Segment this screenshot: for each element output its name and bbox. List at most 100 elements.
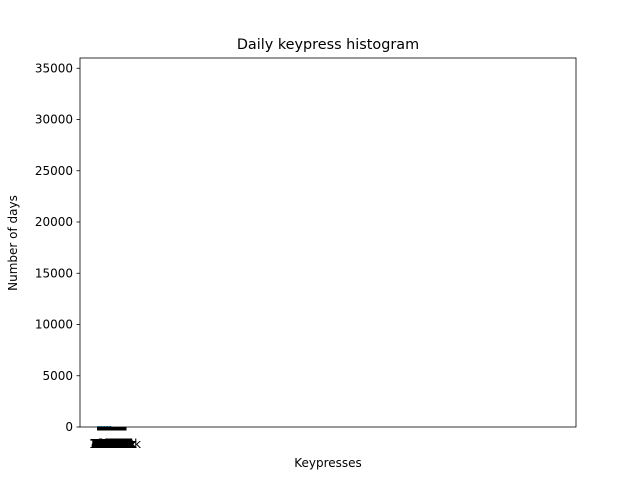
x-tick-label: 17k (91, 437, 113, 451)
x-tick-label: 7k (92, 437, 107, 451)
x-tick-label: 95k (114, 437, 136, 451)
x-tick-label: 30k (95, 437, 117, 451)
x-tick-label: 55k (102, 437, 124, 451)
x-tick-label: 9k (92, 437, 107, 451)
x-tick-label: 39k (97, 437, 119, 451)
x-tick-label: 50k (101, 437, 123, 451)
x-tick-label: 75k (108, 437, 130, 451)
x-tick-label: 14k (90, 437, 112, 451)
x-tick-label: 34k (96, 437, 118, 451)
x-tick-label: 23k (93, 437, 115, 451)
x-tick-label: 97k (114, 437, 136, 451)
x-tick-label: 99k (115, 437, 137, 451)
x-tick-label: 3k (91, 437, 106, 451)
x-tick-label: 5k (91, 437, 106, 451)
x-tick-label: 91k (112, 437, 134, 451)
x-tick-label: 90k (112, 437, 134, 451)
x-tick-label: 18k (91, 437, 113, 451)
x-tick-label: 46k (99, 437, 121, 451)
x-tick-label: 56k (102, 437, 124, 451)
y-axis-label: Number of days (6, 195, 20, 291)
x-tick-label: 13k (90, 437, 112, 451)
x-tick-label: 42k (98, 437, 120, 451)
histogram-bar (106, 426, 109, 427)
x-tick-label: 2k (90, 437, 105, 451)
x-tick-label: 43k (98, 437, 120, 451)
x-tick-label: 35k (96, 437, 118, 451)
x-tick-label: 98k (114, 437, 136, 451)
x-tick-label: 83k (110, 437, 132, 451)
x-tick-label: 79k (109, 437, 131, 451)
x-tick-label: 49k (100, 437, 122, 451)
x-tick-label: 26k (94, 437, 116, 451)
x-tick-label: 11k (89, 437, 111, 451)
x-tick-label: 70k (106, 437, 128, 451)
x-axis-label: Keypresses (294, 456, 362, 470)
x-tick-label: 65k (105, 437, 127, 451)
x-tick-label: 100k (111, 437, 141, 451)
x-tick-label: 38k (97, 437, 119, 451)
x-tick-label: 48k (100, 437, 122, 451)
y-tick-label: 10000 (35, 318, 73, 332)
x-tick-label: 44k (99, 437, 121, 451)
x-tick-label: 22k (92, 437, 114, 451)
x-tick-label: 10k (89, 437, 111, 451)
x-tick-label: 72k (107, 437, 129, 451)
x-tick-label: 62k (104, 437, 126, 451)
histogram-bar (109, 426, 112, 427)
x-tick-label: 71k (107, 437, 129, 451)
x-tick-label: 54k (102, 437, 124, 451)
x-tick-label: 36k (96, 437, 118, 451)
x-tick-label: 89k (112, 437, 134, 451)
x-tick-label: 16k (91, 437, 113, 451)
x-tick-label: 40k (98, 437, 120, 451)
x-tick-label: 45k (99, 437, 121, 451)
x-tick-label: 85k (111, 437, 133, 451)
x-tick-label: 76k (108, 437, 130, 451)
x-tick-label: 15k (90, 437, 112, 451)
x-tick-label: 84k (110, 437, 132, 451)
histogram-bar (103, 426, 106, 427)
x-tick-label: 27k (94, 437, 116, 451)
x-tick-label: 92k (113, 437, 135, 451)
x-tick-label: 68k (106, 437, 128, 451)
x-tick-label: 37k (97, 437, 119, 451)
x-tick-label: 8k (92, 437, 107, 451)
x-tick-label: 87k (111, 437, 133, 451)
x-tick-label: 80k (109, 437, 131, 451)
y-tick-label: 35000 (35, 61, 73, 75)
x-tick-label: 25k (93, 437, 115, 451)
x-tick-label: 4k (91, 437, 106, 451)
x-tick-label: 78k (109, 437, 131, 451)
x-tick-label: 66k (105, 437, 127, 451)
x-tick-label: 29k (94, 437, 116, 451)
x-tick-label: 6k (92, 437, 107, 451)
x-tick-label: 94k (113, 437, 135, 451)
x-tick-label: 59k (103, 437, 125, 451)
x-tick-label: 52k (101, 437, 123, 451)
histogram-bar (97, 426, 100, 427)
x-tick-label: 60k (103, 437, 125, 451)
x-tick-label: 32k (95, 437, 117, 451)
x-tick-label: 41k (98, 437, 120, 451)
y-tick-label: 20000 (35, 215, 73, 229)
y-tick-label: 0 (65, 420, 73, 434)
x-tick-label: 81k (109, 437, 131, 451)
histogram-bar (100, 426, 103, 427)
x-tick-label: 12k (89, 437, 111, 451)
plot-area-frame (79, 57, 577, 428)
x-tick-label: 28k (94, 437, 116, 451)
x-tick-label: 93k (113, 437, 135, 451)
x-tick-label: 61k (104, 437, 126, 451)
x-tick-label: 74k (107, 437, 129, 451)
x-axis-ticks: 1k2k3k4k5k6k7k8k9k10k11k12k13k14k15k16k1… (89, 427, 141, 451)
x-tick-label: 64k (105, 437, 127, 451)
x-tick-label: 47k (100, 437, 122, 451)
x-tick-label: 58k (103, 437, 125, 451)
x-tick-label: 69k (106, 437, 128, 451)
x-tick-label: 77k (108, 437, 130, 451)
x-tick-label: 73k (107, 437, 129, 451)
x-tick-label: 19k (92, 437, 114, 451)
